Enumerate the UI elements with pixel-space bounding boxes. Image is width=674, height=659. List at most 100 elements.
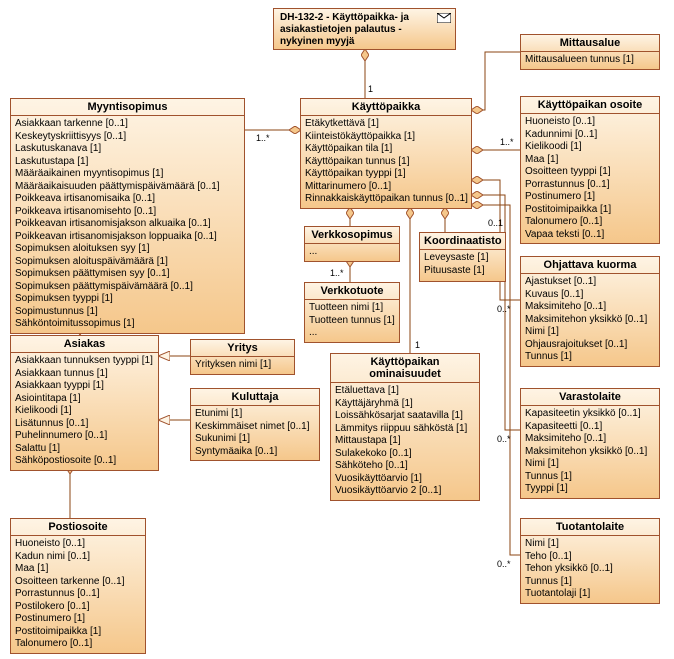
- class-attr: Kapasiteetti [0..1]: [525, 421, 655, 434]
- mult-kuorma: 0..*: [497, 304, 511, 314]
- mult-omin: 1: [415, 340, 420, 350]
- mult-varasto: 0..*: [497, 434, 511, 444]
- class-body: Huoneisto [0..1]Kadunnimi [0..1]Kielikoo…: [521, 114, 659, 243]
- class-attr: Tuotteen nimi [1]: [309, 302, 395, 315]
- class-attr: Postitoimipaikka [1]: [15, 626, 141, 639]
- class-attr: Postinumero [1]: [525, 191, 655, 204]
- class-attr: Talonumero [0..1]: [15, 638, 141, 651]
- class-attr: Mittaustapa [1]: [335, 435, 475, 448]
- class-title: Mittausalue: [521, 35, 659, 52]
- class-attr: Kuvaus [0..1]: [525, 289, 655, 302]
- class-attr: Nimi [1]: [525, 538, 655, 551]
- class-attr: Tyyppi [1]: [525, 483, 655, 496]
- class-attr: Ajastukset [0..1]: [525, 276, 655, 289]
- class-body: Etäkytkettävä [1]Kiinteistökäyttöpaikka …: [301, 116, 471, 208]
- class-ohjattava_kuorma: Ohjattava kuormaAjastukset [0..1]Kuvaus …: [520, 256, 660, 367]
- class-attr: Poikkeavan irtisanomisjakson alkuaika [0…: [15, 218, 240, 231]
- class-body: Yrityksen nimi [1]: [191, 357, 294, 374]
- class-attr: Vuosikäyttöarvio 2 [0..1]: [335, 485, 475, 498]
- class-attr: Sähköntoimitussopimus [1]: [15, 318, 240, 331]
- class-attr: Poikkeavan irtisanomisjakson loppuaika […: [15, 231, 240, 244]
- class-verkkotuote: VerkkotuoteTuotteen nimi [1]Tuotteen tun…: [304, 282, 400, 343]
- mult-kp-header: 1: [368, 84, 373, 94]
- class-attr: Leveysaste [1]: [424, 252, 501, 265]
- class-kp_osoite: Käyttöpaikan osoiteHuoneisto [0..1]Kadun…: [520, 96, 660, 244]
- class-attr: Tunnus [1]: [525, 576, 655, 589]
- class-title: Käyttöpaikan osoite: [521, 97, 659, 114]
- class-body: Ajastukset [0..1]Kuvaus [0..1]Maksimiteh…: [521, 274, 659, 366]
- class-attr: Asiakkaan tunnuksen tyyppi [1]: [15, 355, 154, 368]
- class-attr: Poikkeava irtisanomisehto [0..1]: [15, 206, 240, 219]
- class-attr: Etunimi [1]: [195, 408, 315, 421]
- class-attr: Käyttäjäryhmä [1]: [335, 398, 475, 411]
- class-attr: Etäluettava [1]: [335, 385, 475, 398]
- class-body: Leveysaste [1]Pituusaste [1]: [420, 250, 505, 279]
- class-attr: Porrastunnus [0..1]: [525, 179, 655, 192]
- mail-icon: [437, 13, 451, 23]
- class-attr: Sopimustunnus [1]: [15, 306, 240, 319]
- class-body: Kapasiteetin yksikkö [0..1]Kapasiteetti …: [521, 406, 659, 498]
- class-attr: Vuosikäyttöarvio [1]: [335, 473, 475, 486]
- mult-verkkotuote: 1..*: [330, 268, 344, 278]
- class-asiakas: AsiakasAsiakkaan tunnuksen tyyppi [1]Asi…: [10, 335, 159, 471]
- class-attr: Lämmitys riippuu sähköstä [1]: [335, 423, 475, 436]
- class-attr: Maa [1]: [525, 154, 655, 167]
- class-attr: Käyttöpaikan tunnus [1]: [305, 156, 467, 169]
- class-attr: Tunnus [1]: [525, 471, 655, 484]
- class-attr: Keskeytyskriittisyys [0..1]: [15, 131, 240, 144]
- class-attr: Talonumero [0..1]: [525, 216, 655, 229]
- class-title: Käyttöpaikka: [301, 99, 471, 116]
- class-yritys: YritysYrityksen nimi [1]: [190, 339, 295, 375]
- class-attr: Mittausalueen tunnus [1]: [525, 54, 655, 67]
- class-tuotantolaite: TuotantolaiteNimi [1]Teho [0..1]Tehon yk…: [520, 518, 660, 604]
- class-attr: Mittarinumero [0..1]: [305, 181, 467, 194]
- class-attr: Kielikoodi [1]: [525, 141, 655, 154]
- class-kayttopaikka: KäyttöpaikkaEtäkytkettävä [1]Kiinteistök…: [300, 98, 472, 209]
- class-attr: Tuotantolaji [1]: [525, 588, 655, 601]
- class-title: Varastolaite: [521, 389, 659, 406]
- class-attr: Maksimitehon yksikkö [0..1]: [525, 314, 655, 327]
- class-title: Tuotantolaite: [521, 519, 659, 536]
- class-kuluttaja: KuluttajaEtunimi [1]Keskimmäiset nimet […: [190, 388, 320, 461]
- class-body: Nimi [1]Teho [0..1]Tehon yksikkö [0..1]T…: [521, 536, 659, 603]
- class-varastolaite: VarastolaiteKapasiteetin yksikkö [0..1]K…: [520, 388, 660, 499]
- class-attr: Maksimitehon yksikkö [0..1]: [525, 446, 655, 459]
- class-verkkosopimus: Verkkosopimus...: [304, 226, 400, 262]
- class-attr: Tehon yksikkö [0..1]: [525, 563, 655, 576]
- class-title: Myyntisopimus: [11, 99, 244, 116]
- class-attr: Huoneisto [0..1]: [15, 538, 141, 551]
- class-attr: Sopimuksen päättymispäivämäärä [0..1]: [15, 281, 240, 294]
- class-kp_ominaisuudet: Käyttöpaikan ominaisuudetEtäluettava [1]…: [330, 353, 480, 501]
- class-attr: Teho [0..1]: [525, 551, 655, 564]
- class-attr: Sopimuksen tyyppi [1]: [15, 293, 240, 306]
- class-myyntisopimus: MyyntisopimusAsiakkaan tarkenne [0..1]Ke…: [10, 98, 245, 334]
- class-body: Tuotteen nimi [1]Tuotteen tunnus [1]...: [305, 300, 399, 342]
- class-attr: Maksimiteho [0..1]: [525, 301, 655, 314]
- class-attr: Osoitteen tarkenne [0..1]: [15, 576, 141, 589]
- class-attr: Asiointitapa [1]: [15, 393, 154, 406]
- class-attr: Nimi [1]: [525, 326, 655, 339]
- class-attr: Puhelinnumero [0..1]: [15, 430, 154, 443]
- class-attr: Nimi [1]: [525, 458, 655, 471]
- class-body: Etunimi [1]Keskimmäiset nimet [0..1]Suku…: [191, 406, 319, 460]
- class-attr: Poikkeava irtisanomisaika [0..1]: [15, 193, 240, 206]
- class-attr: Vapaa teksti [0..1]: [525, 229, 655, 242]
- class-attr: Salattu [1]: [15, 443, 154, 456]
- class-attr: Postinumero [1]: [15, 613, 141, 626]
- class-body: Etäluettava [1]Käyttäjäryhmä [1]Loissähk…: [331, 383, 479, 500]
- class-attr: Rinnakkaiskäyttöpaikan tunnus [0..1]: [305, 193, 467, 206]
- class-attr: Sopimuksen aloituksen syy [1]: [15, 243, 240, 256]
- class-attr: Sopimuksen päättymisen syy [0..1]: [15, 268, 240, 281]
- class-attr: Osoitteen tyyppi [1]: [525, 166, 655, 179]
- class-attr: Kadunnimi [0..1]: [525, 129, 655, 142]
- class-attr: Sukunimi [1]: [195, 433, 315, 446]
- class-attr: Maa [1]: [15, 563, 141, 576]
- class-body: Huoneisto [0..1]Kadun nimi [0..1]Maa [1]…: [11, 536, 145, 653]
- class-attr: Kiinteistökäyttöpaikka [1]: [305, 131, 467, 144]
- class-attr: Laskutustapa [1]: [15, 156, 240, 169]
- class-body: Mittausalueen tunnus [1]: [521, 52, 659, 69]
- class-koordinaatisto: KoordinaatistoLeveysaste [1]Pituusaste […: [419, 232, 506, 282]
- class-attr: Kielikoodi [1]: [15, 405, 154, 418]
- class-attr: Postilokero [0..1]: [15, 601, 141, 614]
- class-title: Koordinaatisto: [420, 233, 505, 250]
